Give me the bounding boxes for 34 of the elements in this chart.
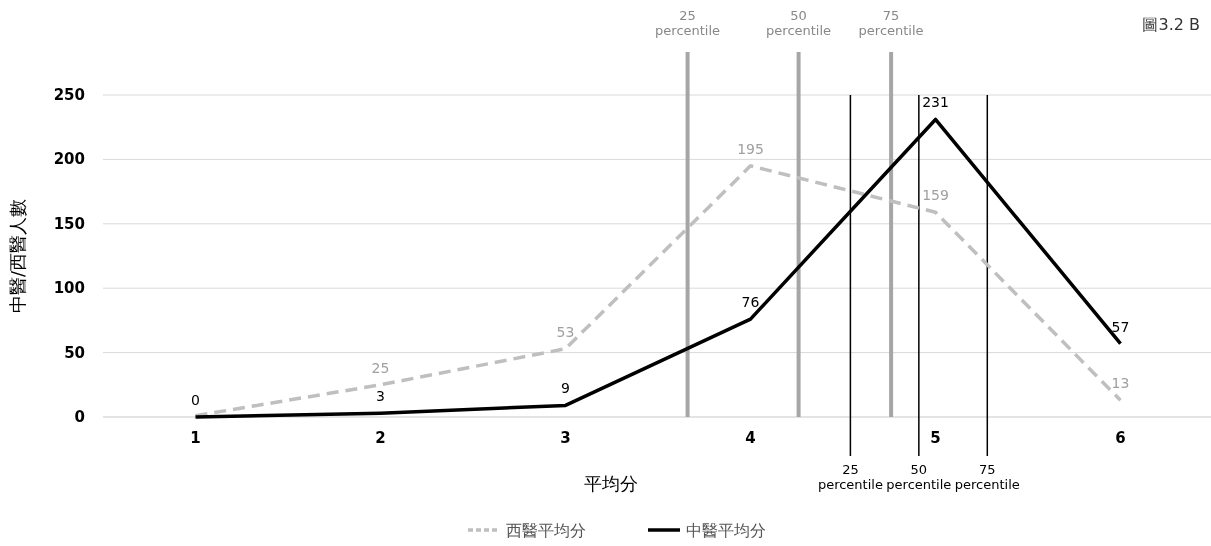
data-label: 13 (1111, 375, 1130, 392)
caption: 圖3.2 B (1142, 15, 1200, 34)
data-label: 159 (922, 187, 949, 204)
x-axis-title: 平均分 (584, 473, 638, 494)
y-tick-label: 200 (53, 150, 85, 169)
y-tick-label: 250 (53, 86, 85, 104)
legend-label: 西醫平均分 (506, 521, 586, 540)
data-label: 195 (737, 140, 764, 157)
ref-line-label: 25 percentile (655, 8, 721, 38)
x-tick-label: 4 (745, 429, 756, 447)
data-label: 3 (376, 388, 385, 405)
y-tick-label: 0 (74, 408, 85, 426)
data-label: 76 (741, 294, 760, 311)
ref-line-label: 50 percentile (886, 462, 952, 492)
data-label: 231 (922, 94, 949, 111)
data-label: 0 (191, 392, 200, 408)
ref-line-label: 75 percentile (954, 462, 1020, 492)
ref-line-label: 75 percentile (858, 8, 924, 38)
y-axis-title: 中醫/西醫人數 (7, 198, 28, 314)
x-tick-label: 2 (375, 429, 386, 447)
x-tick-label: 3 (560, 429, 571, 447)
data-label: 53 (556, 323, 575, 340)
x-tick-label: 1 (190, 429, 201, 447)
x-tick-label: 6 (1115, 429, 1126, 447)
data-label: 25 (371, 359, 390, 376)
y-tick-label: 150 (53, 214, 85, 233)
data-label: 9 (561, 380, 570, 397)
legend-label: 中醫平均分 (686, 521, 766, 540)
ref-line-label: 50 percentile (766, 8, 832, 38)
y-tick-label: 100 (53, 279, 85, 298)
data-label: 57 (1111, 318, 1130, 335)
y-tick-label: 50 (64, 343, 85, 362)
ref-line-label: 25 percentile (817, 462, 883, 492)
x-tick-label: 5 (930, 429, 941, 447)
